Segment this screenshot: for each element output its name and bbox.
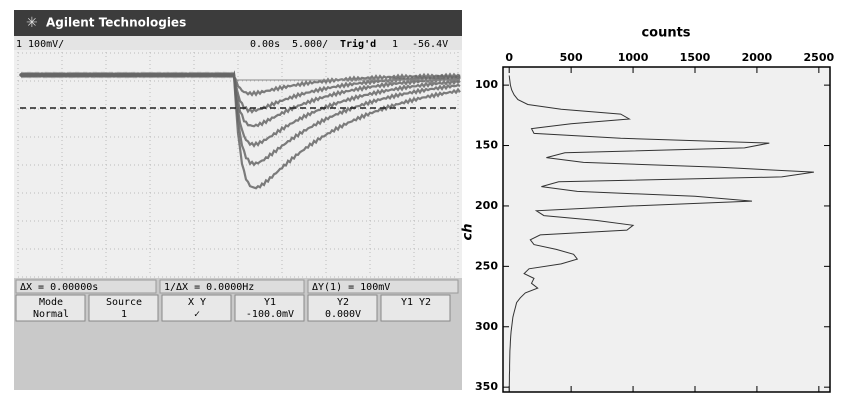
time-offset: 0.00s bbox=[250, 39, 280, 50]
category-tick-label: 150 bbox=[475, 139, 498, 152]
category-tick-label: 200 bbox=[475, 199, 498, 212]
readout: 1/ΔX = 0.0000Hz bbox=[164, 282, 254, 293]
softkey bbox=[307, 294, 378, 322]
brand-star: ✳ bbox=[26, 15, 38, 31]
status-bar bbox=[14, 36, 462, 50]
softkey-label: X Y bbox=[188, 297, 206, 308]
waveforms bbox=[19, 70, 461, 190]
softkey bbox=[234, 294, 305, 322]
softkey-value: ✓ bbox=[194, 309, 200, 320]
softkey-value: Normal bbox=[33, 309, 69, 320]
value-tick-label: 1500 bbox=[680, 51, 711, 64]
value-tick-label: 2000 bbox=[742, 51, 773, 64]
softkey-label: Source bbox=[106, 297, 142, 308]
softkey-label: Y1 bbox=[264, 297, 276, 308]
softkey-label: Y1 Y2 bbox=[401, 297, 431, 308]
softkey-value: 0.000V bbox=[325, 309, 361, 320]
readout-box bbox=[307, 279, 459, 294]
category-tick-label: 250 bbox=[475, 259, 498, 272]
time-scale: 5.000/ bbox=[292, 39, 328, 50]
softkey bbox=[161, 294, 232, 322]
softkey-label: Mode bbox=[39, 297, 63, 308]
softkey-label: Y2 bbox=[337, 297, 349, 308]
softkey-value: 1 bbox=[121, 309, 127, 320]
softkey bbox=[380, 294, 451, 322]
trigger-channel: 1 bbox=[392, 39, 398, 50]
plot-area bbox=[502, 66, 831, 393]
data-line bbox=[508, 75, 814, 390]
readout: ΔX = 0.00000s bbox=[20, 282, 98, 293]
scope-grid bbox=[17, 52, 459, 278]
trigger: Trig'd bbox=[340, 38, 376, 50]
brand: Agilent Technologies bbox=[46, 16, 186, 30]
value-tick-label: 0 bbox=[505, 51, 513, 64]
waveform bbox=[19, 71, 461, 190]
softkey bbox=[88, 294, 159, 322]
softkey bbox=[15, 294, 86, 322]
category-tick-label: 100 bbox=[475, 78, 498, 91]
readouts: ΔX = 0.00000s 1/ΔX = 0.0000Hz ΔY(1) = 100m… bbox=[15, 279, 459, 294]
softkey-value: -100.0mV bbox=[246, 309, 294, 320]
value-tick-label: 1000 bbox=[618, 51, 649, 64]
readout-box bbox=[159, 279, 305, 294]
category-tick-label: 350 bbox=[475, 380, 498, 393]
value-tick-label: 2500 bbox=[804, 51, 835, 64]
channel-scale: 1 100mV/ bbox=[16, 39, 64, 50]
value-axis-title: counts bbox=[641, 26, 690, 41]
value-tick-label: 500 bbox=[560, 51, 583, 64]
category-axis-title: ch bbox=[461, 224, 476, 241]
category-tick-label: 300 bbox=[475, 320, 498, 333]
scope-header bbox=[14, 10, 462, 36]
readout-box bbox=[15, 279, 157, 294]
trigger-level: -56.4V bbox=[412, 39, 448, 50]
chart: 0 500 1000 1500 2000 2500 100 150 200 250 300 350 bbox=[475, 51, 834, 393]
readout: ΔY(1) = 100mV bbox=[312, 282, 390, 293]
